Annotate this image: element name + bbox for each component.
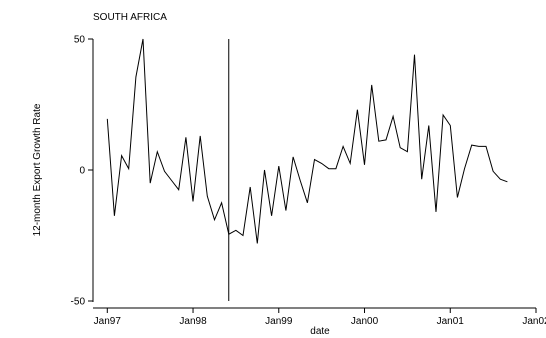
y-axis-label: 12-month Export Growth Rate [32,103,43,236]
chart-title: SOUTH AFRICA [93,12,167,23]
x-tick-label: Jan98 [179,316,207,327]
x-ticks: Jan97 Jan98 Jan99 Jan00 Jan01 Jan02 [94,308,546,327]
x-tick-label: Jan99 [265,316,293,327]
y-ticks: 50 0 -50 [71,35,93,308]
series-layer [106,38,508,244]
x-tick-label: Jan02 [522,316,546,327]
x-tick-label: Jan00 [351,316,379,327]
x-axis-label: date [310,326,330,337]
y-tick-label: -50 [71,297,86,308]
y-axis: 50 0 -50 [71,35,94,308]
x-axis: Jan97 Jan98 Jan99 Jan00 Jan01 Jan02 [93,307,546,327]
x-tick-label: Jan01 [437,316,465,327]
y-tick-label: 0 [79,166,85,177]
x-tick-label: Jan97 [94,316,122,327]
series-line [106,38,508,244]
y-tick-label: 50 [74,35,86,46]
